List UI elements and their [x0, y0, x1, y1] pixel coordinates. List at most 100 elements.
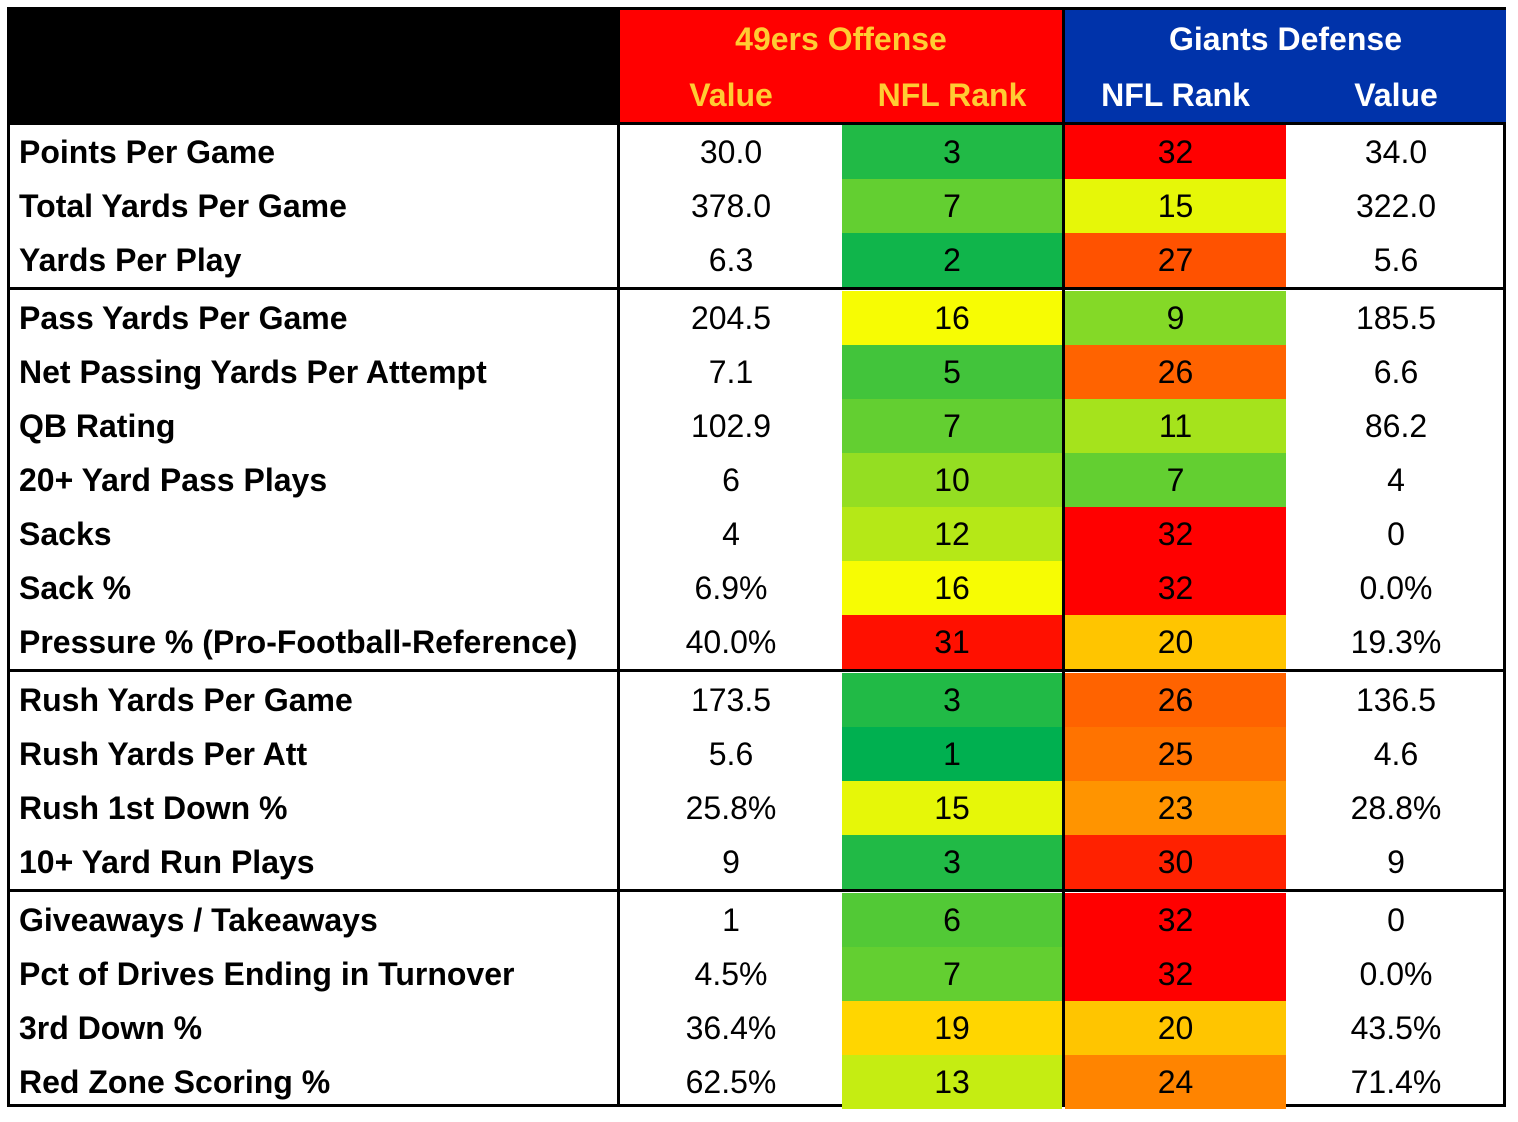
defense-value: 4: [1387, 462, 1405, 498]
metric-label: Pct of Drives Ending in Turnover: [19, 956, 515, 992]
defense-rank: 15: [1065, 179, 1286, 233]
offense-value: 9: [722, 844, 740, 880]
metric-label: Yards Per Play: [19, 242, 242, 278]
metric-label: Red Zone Scoring %: [19, 1064, 331, 1100]
offense-rank: 10: [842, 453, 1062, 507]
defense-rank: 32: [1065, 507, 1286, 561]
metric-label: Pressure % (Pro-Football-Reference): [19, 624, 578, 660]
defense-value: 5.6: [1373, 242, 1419, 278]
defense-rank: 24: [1065, 1055, 1286, 1109]
defense-rank: 26: [1065, 673, 1286, 727]
metric-label: Rush 1st Down %: [19, 790, 288, 826]
defense-rank: 7: [1065, 453, 1286, 507]
metric-label: Total Yards Per Game: [19, 188, 347, 224]
offense-rank: 2: [842, 233, 1062, 287]
offense-value: 30.0: [699, 134, 763, 170]
offense-rank: 13: [842, 1055, 1062, 1109]
offense-value: 6.9%: [694, 570, 768, 606]
defense-title: Giants Defense: [1169, 21, 1402, 57]
metric-label: Net Passing Yards Per Attempt: [19, 354, 487, 390]
defense-value: 322.0: [1355, 188, 1437, 224]
offense-value: 378.0: [690, 188, 772, 224]
offense-value: 173.5: [690, 682, 772, 718]
metric-label: Rush Yards Per Att: [19, 736, 308, 772]
metric-label: 20+ Yard Pass Plays: [19, 462, 328, 498]
header-blank-cell: [10, 10, 620, 122]
offense-rank: 1: [842, 727, 1062, 781]
group-separator: [10, 287, 1503, 290]
defense-value: 4.6: [1373, 736, 1419, 772]
metric-label: Pass Yards Per Game: [19, 300, 348, 336]
offense-rank-header: NFL Rank: [877, 77, 1027, 113]
offense-rank: 3: [842, 673, 1062, 727]
label-column-separator: [617, 10, 620, 1104]
defense-value: 71.4%: [1350, 1064, 1442, 1100]
comparison-table: 49ers Offense Value NFL Rank Giants Defe…: [7, 7, 1506, 1109]
offense-rank: 6: [842, 893, 1062, 947]
defense-rank: 32: [1065, 947, 1286, 1001]
defense-rank: 20: [1065, 615, 1286, 669]
offense-rank: 7: [842, 179, 1062, 233]
defense-header: Giants Defense NFL Rank Value: [1065, 10, 1506, 122]
defense-value: 28.8%: [1350, 790, 1442, 826]
offense-rank: 3: [842, 125, 1062, 179]
offense-value: 6.3: [708, 242, 754, 278]
defense-rank: 32: [1065, 125, 1286, 179]
defense-value: 136.5: [1355, 682, 1437, 718]
defense-rank: 9: [1065, 291, 1286, 345]
offense-value: 7.1: [708, 354, 754, 390]
defense-value: 86.2: [1364, 408, 1428, 444]
metric-label: Sacks: [19, 516, 112, 552]
header-separator: [10, 122, 1503, 125]
defense-rank: 11: [1065, 399, 1286, 453]
defense-value: 19.3%: [1350, 624, 1442, 660]
offense-value: 5.6: [708, 736, 754, 772]
offense-header: 49ers Offense Value NFL Rank: [620, 10, 1062, 122]
defense-value: 43.5%: [1350, 1010, 1442, 1046]
offense-value: 36.4%: [685, 1010, 777, 1046]
offense-value: 4: [722, 516, 740, 552]
defense-rank: 32: [1065, 561, 1286, 615]
offense-value: 40.0%: [685, 624, 777, 660]
defense-value: 6.6: [1373, 354, 1419, 390]
offense-value: 102.9: [690, 408, 772, 444]
metric-label: 10+ Yard Run Plays: [19, 844, 315, 880]
metric-label: 3rd Down %: [19, 1010, 203, 1046]
metric-label: Points Per Game: [19, 134, 276, 170]
offense-rank: 3: [842, 835, 1062, 889]
metric-label: QB Rating: [19, 408, 176, 444]
offense-value: 204.5: [690, 300, 772, 336]
defense-value: 0: [1387, 516, 1405, 552]
defense-value: 0.0%: [1359, 570, 1433, 606]
metric-label: Sack %: [19, 570, 132, 606]
defense-rank: 25: [1065, 727, 1286, 781]
defense-value: 34.0: [1364, 134, 1428, 170]
metric-label: Giveaways / Takeaways: [19, 902, 378, 938]
defense-rank-header: NFL Rank: [1101, 77, 1250, 113]
defense-rank: 20: [1065, 1001, 1286, 1055]
defense-rank: 23: [1065, 781, 1286, 835]
offense-value: 25.8%: [685, 790, 777, 826]
defense-rank: 26: [1065, 345, 1286, 399]
metric-label: Rush Yards Per Game: [19, 682, 353, 718]
defense-rank: 30: [1065, 835, 1286, 889]
offense-rank: 12: [842, 507, 1062, 561]
defense-value-header: Value: [1354, 77, 1438, 113]
defense-value: 185.5: [1355, 300, 1437, 336]
offense-value: 62.5%: [685, 1064, 777, 1100]
offense-rank: 7: [842, 947, 1062, 1001]
defense-value: 0.0%: [1359, 956, 1433, 992]
offense-rank: 31: [842, 615, 1062, 669]
offense-value-header: Value: [689, 77, 773, 113]
defense-rank: 32: [1065, 893, 1286, 947]
offense-rank: 7: [842, 399, 1062, 453]
defense-value: 0: [1387, 902, 1405, 938]
offense-rank: 5: [842, 345, 1062, 399]
defense-rank: 27: [1065, 233, 1286, 287]
group-separator: [10, 669, 1503, 672]
defense-value: 9: [1387, 844, 1405, 880]
team-separator: [1062, 10, 1065, 1104]
offense-value: 6: [722, 462, 740, 498]
offense-rank: 16: [842, 561, 1062, 615]
offense-title: 49ers Offense: [735, 21, 947, 57]
